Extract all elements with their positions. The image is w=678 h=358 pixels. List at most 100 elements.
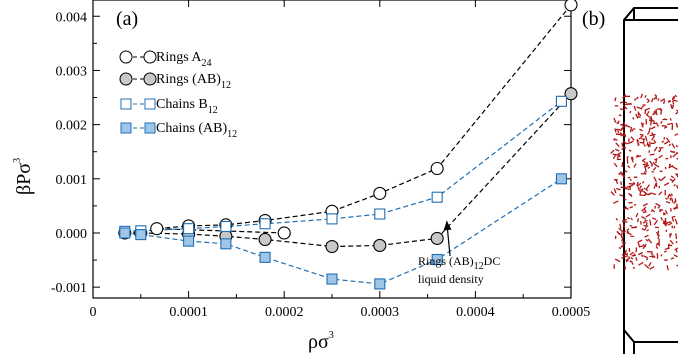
data-point — [430, 231, 444, 245]
data-point — [431, 191, 443, 203]
particle-segment — [623, 198, 627, 201]
data-point — [564, 0, 578, 12]
particle-segment — [635, 96, 639, 100]
particle-segment — [630, 140, 634, 144]
particle-segment — [615, 142, 620, 148]
y-ticks: -0.001 0.000 0.001 0.002 0.003 0.004 — [51, 10, 571, 296]
particle-segment — [650, 209, 654, 212]
particle-segment — [669, 118, 672, 121]
particle-segment — [675, 172, 678, 179]
particle-segment — [613, 188, 617, 194]
particle-segment — [639, 128, 643, 132]
particle-segment — [675, 144, 678, 148]
particle-segment — [610, 191, 615, 196]
particle-segment — [668, 164, 674, 169]
particle-segment — [613, 138, 618, 141]
particle-segment — [663, 182, 670, 186]
particle-segment — [630, 136, 635, 141]
data-point — [373, 238, 387, 252]
x-tick-label: 0.0005 — [552, 305, 591, 320]
particle-segment — [642, 190, 649, 196]
particle-segment — [628, 184, 634, 188]
data-point — [220, 238, 232, 250]
particle-segment — [672, 99, 678, 102]
particle-segment — [624, 187, 630, 191]
particle-segment — [614, 97, 617, 102]
particle-segment — [665, 137, 671, 143]
particle-segment — [628, 182, 635, 185]
particle-segment — [669, 178, 674, 183]
particle-segment — [612, 154, 617, 160]
particle-segment — [661, 140, 665, 143]
particle-segment — [649, 265, 655, 270]
particle-segment — [660, 120, 663, 124]
particle-segment — [622, 139, 627, 145]
data-point — [325, 239, 339, 254]
panel-label-b: (b) — [582, 8, 605, 30]
particle-segment — [626, 155, 629, 159]
y-tick-label: 0.004 — [56, 10, 88, 25]
particle-segment — [635, 113, 639, 119]
particle-segment — [629, 126, 633, 133]
particle-segment — [671, 143, 676, 149]
particle-segment — [619, 223, 622, 229]
particle-segment — [660, 98, 666, 102]
particle-segment — [617, 120, 620, 124]
particle-segment — [622, 223, 626, 229]
particle-segment — [657, 236, 660, 239]
legend: Rings A24 Rings (AB)12 Chains B12 Chains… — [119, 50, 237, 140]
particle-segment — [625, 259, 629, 263]
particle-segment — [629, 178, 632, 182]
particle-segment — [614, 258, 621, 263]
particle-segment — [648, 127, 651, 133]
particle-segment — [630, 260, 634, 265]
particle-segment — [640, 134, 644, 138]
particle-segment — [620, 173, 626, 177]
particle-segment — [635, 257, 638, 261]
particle-segment — [670, 103, 673, 109]
particle-segment — [629, 260, 632, 263]
particle-segment — [625, 124, 631, 128]
particle-segment — [664, 209, 668, 215]
particle-segment — [626, 231, 632, 236]
particle-segment — [621, 245, 624, 248]
particle-segment — [621, 236, 624, 242]
data-point — [326, 273, 338, 285]
particle-segment — [615, 178, 619, 185]
particle-segment — [621, 255, 627, 259]
particle-segment — [649, 160, 654, 166]
data-point — [326, 213, 338, 225]
particle-segment — [621, 161, 624, 168]
data-point — [259, 251, 271, 263]
particle-segment — [665, 197, 668, 200]
particle-segment — [653, 96, 658, 100]
particle-segment — [645, 113, 650, 118]
particle-segment — [625, 257, 629, 261]
particle-segment — [644, 94, 647, 98]
particle-segment — [660, 217, 664, 221]
particle-segment — [641, 105, 644, 109]
svg-text:Chains (AB)12: Chains (AB)12 — [156, 121, 237, 140]
particle-segment — [642, 202, 648, 207]
particle-segment — [672, 96, 676, 100]
particle-segment — [636, 139, 640, 146]
particle-segment — [675, 240, 678, 244]
particle-segment — [650, 252, 654, 256]
data-point — [373, 186, 387, 200]
particle-segment — [613, 162, 618, 168]
particle-segment — [646, 141, 649, 146]
particle-segment — [674, 94, 678, 98]
data-point — [220, 220, 232, 233]
particle-segment — [654, 158, 658, 161]
particle-segment — [646, 98, 650, 101]
particle-segment — [615, 187, 621, 191]
particle-segment — [651, 135, 656, 141]
particle-segment — [622, 218, 627, 222]
data-point — [258, 232, 272, 247]
particle-segment — [642, 160, 646, 164]
particle-segment — [644, 109, 647, 115]
particle-segment — [628, 192, 633, 197]
particle-segment — [655, 202, 661, 207]
data-point — [183, 235, 195, 247]
particle-segment — [641, 158, 646, 162]
